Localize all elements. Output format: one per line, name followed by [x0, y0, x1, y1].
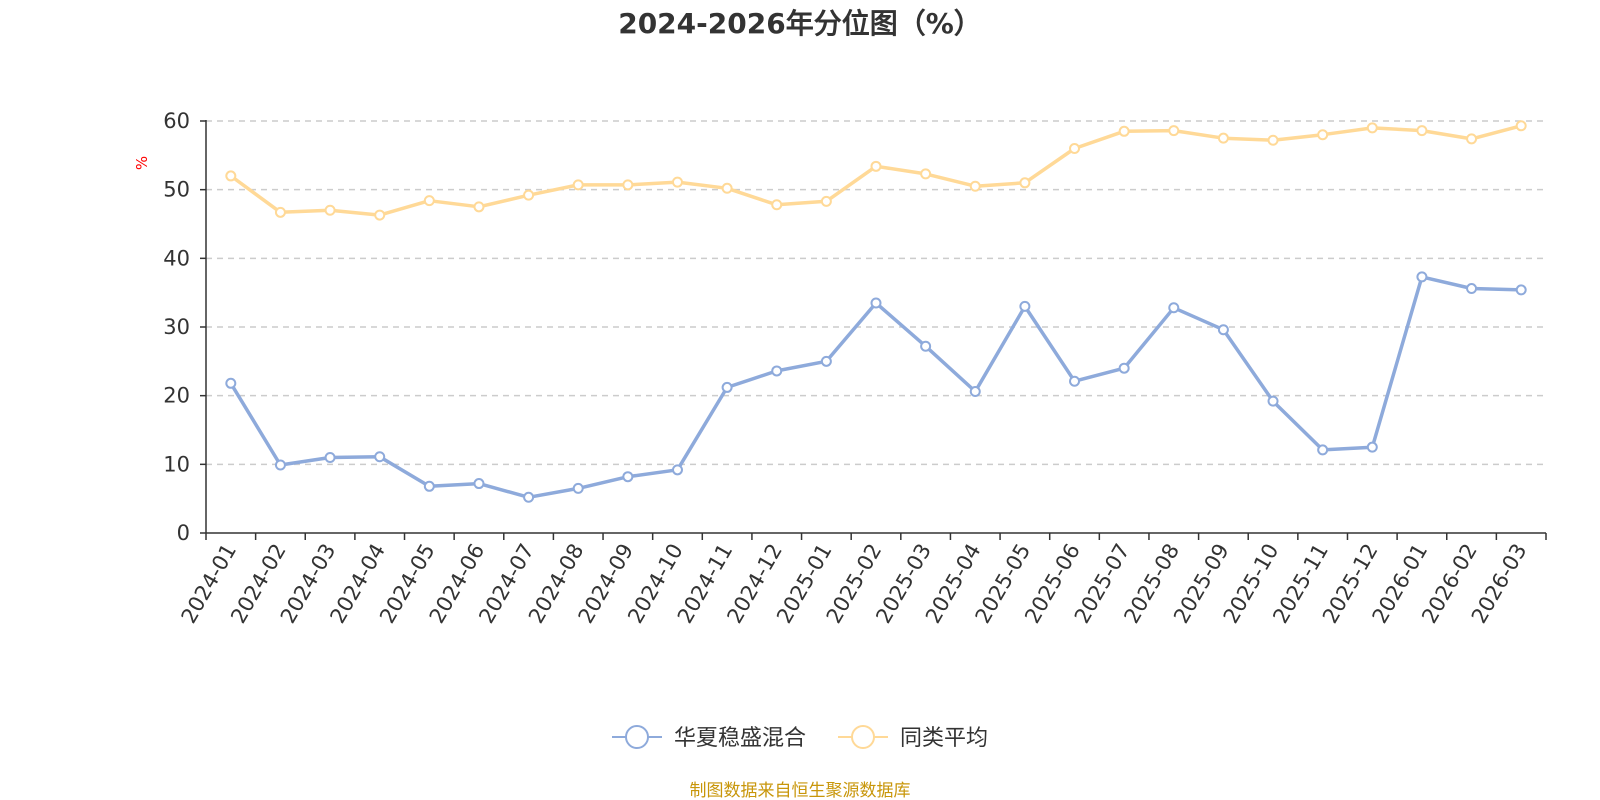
- data-point[interactable]: [1217, 132, 1229, 144]
- data-point[interactable]: [870, 160, 882, 172]
- data-point[interactable]: [1118, 362, 1130, 374]
- data-point[interactable]: [1168, 125, 1180, 137]
- data-point[interactable]: [523, 491, 535, 503]
- data-point[interactable]: [622, 471, 634, 483]
- series-line-0: [229, 275, 1522, 500]
- data-point[interactable]: [423, 480, 435, 492]
- data-point[interactable]: [1069, 142, 1081, 154]
- data-point[interactable]: [1118, 125, 1130, 137]
- series-lines: [225, 120, 1527, 503]
- data-point[interactable]: [523, 189, 535, 201]
- data-point[interactable]: [1366, 441, 1378, 453]
- data-point[interactable]: [423, 195, 435, 207]
- data-point[interactable]: [1416, 271, 1428, 283]
- data-point[interactable]: [969, 386, 981, 398]
- data-point[interactable]: [622, 179, 634, 191]
- data-point[interactable]: [1317, 129, 1329, 141]
- data-point[interactable]: [1466, 283, 1478, 295]
- data-point[interactable]: [324, 204, 336, 216]
- data-point[interactable]: [920, 168, 932, 180]
- data-point[interactable]: [473, 201, 485, 213]
- legend-label: 华夏稳盛混合: [674, 726, 806, 751]
- grid-lines: [206, 120, 1546, 466]
- data-point[interactable]: [572, 179, 584, 191]
- axes: 01020304050602024-012024-022024-032024-0…: [163, 109, 1547, 627]
- legend-item-1[interactable]: 同类平均: [838, 725, 988, 751]
- data-point[interactable]: [771, 365, 783, 377]
- legend-label: 同类平均: [900, 726, 988, 751]
- y-tick-label: 20: [163, 384, 190, 408]
- data-point[interactable]: [1168, 302, 1180, 314]
- data-point[interactable]: [1069, 375, 1081, 387]
- y-tick-label: 0: [177, 521, 190, 545]
- data-point[interactable]: [920, 340, 932, 352]
- data-point[interactable]: [374, 209, 386, 221]
- chart-title: 2024-2026年分位图（%）: [618, 7, 982, 40]
- y-tick-label: 50: [163, 178, 190, 202]
- data-point[interactable]: [969, 180, 981, 192]
- data-point[interactable]: [671, 464, 683, 476]
- y-tick-label: 60: [163, 109, 190, 133]
- data-point[interactable]: [1466, 133, 1478, 145]
- data-point[interactable]: [820, 355, 832, 367]
- data-point[interactable]: [1515, 284, 1527, 296]
- data-point[interactable]: [572, 482, 584, 494]
- data-point[interactable]: [1366, 122, 1378, 134]
- data-point[interactable]: [820, 195, 832, 207]
- y-tick-label: 40: [163, 246, 190, 270]
- data-point[interactable]: [671, 176, 683, 188]
- y-tick-label: 10: [163, 452, 190, 476]
- data-point[interactable]: [1019, 177, 1031, 189]
- data-point[interactable]: [374, 451, 386, 463]
- data-point[interactable]: [1267, 134, 1279, 146]
- data-point[interactable]: [225, 377, 237, 389]
- data-point[interactable]: [324, 451, 336, 463]
- data-point[interactable]: [1019, 300, 1031, 312]
- y-axis-label: %: [133, 156, 151, 170]
- data-point[interactable]: [870, 297, 882, 309]
- data-point[interactable]: [274, 459, 286, 471]
- data-point[interactable]: [1515, 120, 1527, 132]
- source-note: 制图数据来自恒生聚源数据库: [690, 781, 911, 800]
- data-point[interactable]: [771, 199, 783, 211]
- data-point[interactable]: [721, 182, 733, 194]
- data-point[interactable]: [225, 170, 237, 182]
- data-point[interactable]: [721, 381, 733, 393]
- legend-marker: [851, 725, 875, 749]
- data-point[interactable]: [1317, 444, 1329, 456]
- data-point[interactable]: [1217, 324, 1229, 336]
- legend[interactable]: 华夏稳盛混合 同类平均: [612, 725, 988, 751]
- data-point[interactable]: [1267, 395, 1279, 407]
- data-point[interactable]: [1416, 125, 1428, 137]
- y-tick-label: 30: [163, 315, 190, 339]
- legend-marker: [625, 725, 649, 749]
- legend-item-0[interactable]: 华夏稳盛混合: [612, 725, 806, 751]
- data-point[interactable]: [274, 206, 286, 218]
- data-point[interactable]: [473, 478, 485, 490]
